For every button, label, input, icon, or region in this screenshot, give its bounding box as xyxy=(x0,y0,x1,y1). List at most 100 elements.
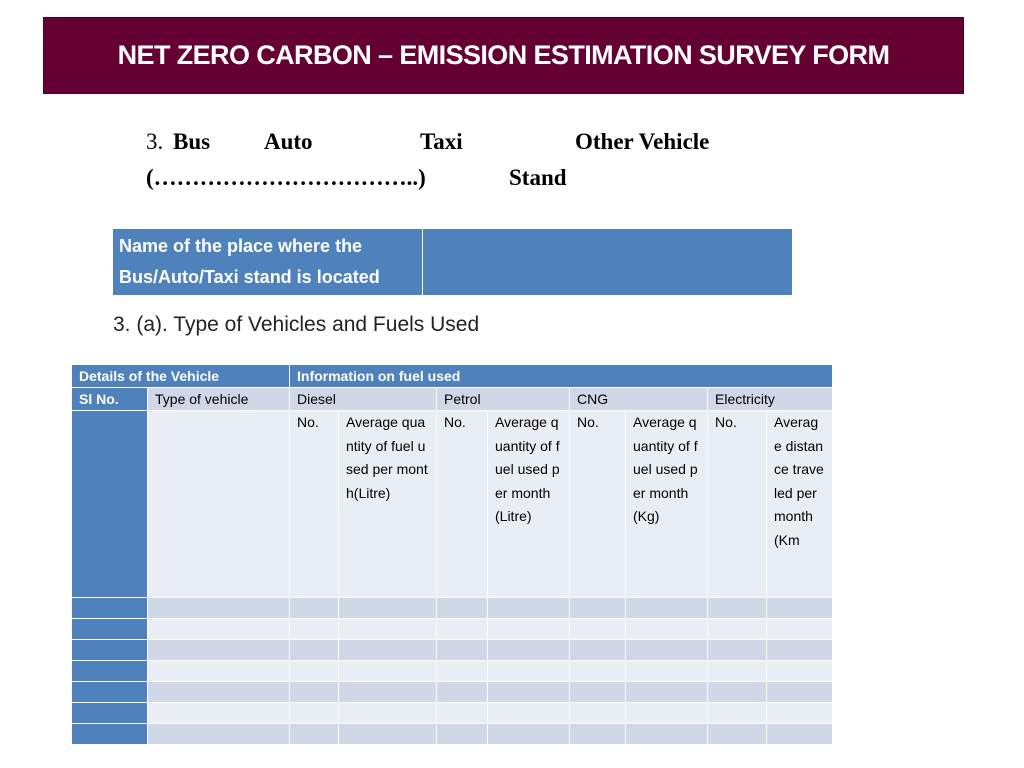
page-title: NET ZERO CARBON – EMISSION ESTIMATION SU… xyxy=(117,40,890,70)
table-cell[interactable] xyxy=(338,702,437,724)
table-cell[interactable] xyxy=(569,681,626,703)
column-header-petrol: Petrol xyxy=(436,387,570,411)
table-cell[interactable] xyxy=(338,723,437,745)
table-cell[interactable] xyxy=(707,639,767,661)
other-vehicle-blank[interactable]: (……………………………..) xyxy=(146,165,426,190)
table-cell[interactable] xyxy=(625,639,708,661)
table-cell[interactable] xyxy=(707,723,767,745)
table-cell[interactable] xyxy=(338,639,437,661)
table-cell[interactable] xyxy=(487,723,570,745)
sub-header-petrol-quantity-text: Average quantity of fuel used per month(… xyxy=(495,414,560,524)
table-cell-sl-no[interactable] xyxy=(71,702,148,724)
table-cell[interactable] xyxy=(289,639,339,661)
table-cell[interactable] xyxy=(765,681,834,703)
option-auto: Auto xyxy=(264,129,313,154)
table-cell[interactable] xyxy=(707,597,767,619)
table-cell[interactable] xyxy=(436,597,488,619)
table-cell[interactable] xyxy=(487,660,570,682)
table-cell-sl-no[interactable] xyxy=(71,660,148,682)
group-header-vehicle: Details of the Vehicle xyxy=(71,364,290,388)
table-cell[interactable] xyxy=(625,702,708,724)
table-cell[interactable] xyxy=(147,618,290,640)
table-cell[interactable] xyxy=(569,618,626,640)
table-cell[interactable] xyxy=(289,660,339,682)
table-cell[interactable] xyxy=(487,702,570,724)
table-cell[interactable] xyxy=(436,639,488,661)
table-row xyxy=(71,681,834,703)
option-other-vehicle: Other Vehicle xyxy=(575,129,710,154)
table-cell[interactable] xyxy=(487,597,570,619)
table-row xyxy=(71,660,834,682)
group-header-fuel: Information on fuel used xyxy=(288,364,834,388)
table-cell[interactable] xyxy=(338,618,437,640)
table-cell-sl-no[interactable] xyxy=(71,681,148,703)
fuel-table: Details of the Vehicle Information on fu… xyxy=(71,364,834,745)
table-cell-sl-no[interactable] xyxy=(71,639,148,661)
table-cell[interactable] xyxy=(765,639,834,661)
sub-header-cng-no: No. xyxy=(569,410,626,598)
table-cell[interactable] xyxy=(625,681,708,703)
sub-header-diesel-no: No. xyxy=(289,410,339,598)
column-header-sl-no: Sl No. xyxy=(71,387,148,411)
title-banner: NET ZERO CARBON – EMISSION ESTIMATION SU… xyxy=(43,17,964,94)
option-bus: Bus xyxy=(173,129,211,154)
table-cell[interactable] xyxy=(765,660,834,682)
place-input[interactable] xyxy=(422,228,793,296)
table-cell[interactable] xyxy=(147,723,290,745)
table-cell[interactable] xyxy=(707,618,767,640)
table-cell[interactable] xyxy=(487,681,570,703)
table-cell[interactable] xyxy=(765,702,834,724)
table-cell[interactable] xyxy=(625,723,708,745)
table-cell[interactable] xyxy=(436,681,488,703)
table-cell[interactable] xyxy=(625,597,708,619)
table-cell[interactable] xyxy=(569,723,626,745)
section-heading: 3. (a). Type of Vehicles and Fuels Used xyxy=(113,313,480,336)
table-cell[interactable] xyxy=(338,597,437,619)
table-cell[interactable] xyxy=(625,660,708,682)
table-row xyxy=(71,618,834,640)
table-cell[interactable] xyxy=(487,618,570,640)
table-cell[interactable] xyxy=(147,597,290,619)
table-cell[interactable] xyxy=(289,681,339,703)
table-row xyxy=(71,702,834,724)
table-cell-sl-no[interactable] xyxy=(71,597,148,619)
table-cell[interactable] xyxy=(436,702,488,724)
table-cell[interactable] xyxy=(436,723,488,745)
table-cell[interactable] xyxy=(289,723,339,745)
table-cell[interactable] xyxy=(765,723,834,745)
table-cell[interactable] xyxy=(338,660,437,682)
table-cell[interactable] xyxy=(707,702,767,724)
sub-header-cng-quantity-text: Average quantity of fuel used per month(… xyxy=(633,414,698,524)
table-cell[interactable] xyxy=(765,597,834,619)
table-cell[interactable] xyxy=(338,681,437,703)
table-cell[interactable] xyxy=(436,660,488,682)
table-cell[interactable] xyxy=(147,639,290,661)
option-taxi: Taxi xyxy=(420,129,463,154)
table-cell[interactable] xyxy=(289,618,339,640)
table-cell[interactable] xyxy=(569,639,626,661)
sub-header-electricity-distance: Average distance traveled per month (Km xyxy=(765,410,834,598)
table-cell-sl-no[interactable] xyxy=(71,723,148,745)
table-cell[interactable] xyxy=(147,681,290,703)
sub-header-diesel-quantity: Average quantity of fuel used per month(… xyxy=(338,410,437,598)
table-cell[interactable] xyxy=(765,618,834,640)
table-cell[interactable] xyxy=(707,681,767,703)
table-cell[interactable] xyxy=(569,660,626,682)
table-cell[interactable] xyxy=(289,702,339,724)
table-cell[interactable] xyxy=(625,618,708,640)
table-cell[interactable] xyxy=(707,660,767,682)
table-cell[interactable] xyxy=(487,639,570,661)
place-table: Name of the place where the Bus/Auto/Tax… xyxy=(112,228,793,296)
table-cell[interactable] xyxy=(569,702,626,724)
sub-header-electricity-no: No. xyxy=(707,410,767,598)
table-cell-sl-no[interactable] xyxy=(71,618,148,640)
sub-header-empty xyxy=(71,410,148,598)
table-cell[interactable] xyxy=(289,597,339,619)
table-cell[interactable] xyxy=(147,702,290,724)
table-cell[interactable] xyxy=(569,597,626,619)
table-cell[interactable] xyxy=(436,618,488,640)
sub-header-empty xyxy=(147,410,290,598)
table-cell[interactable] xyxy=(147,660,290,682)
sub-header-electricity-distance-text: Average distance traveled per month (Km xyxy=(774,414,824,548)
stand-label: Stand xyxy=(509,165,567,190)
